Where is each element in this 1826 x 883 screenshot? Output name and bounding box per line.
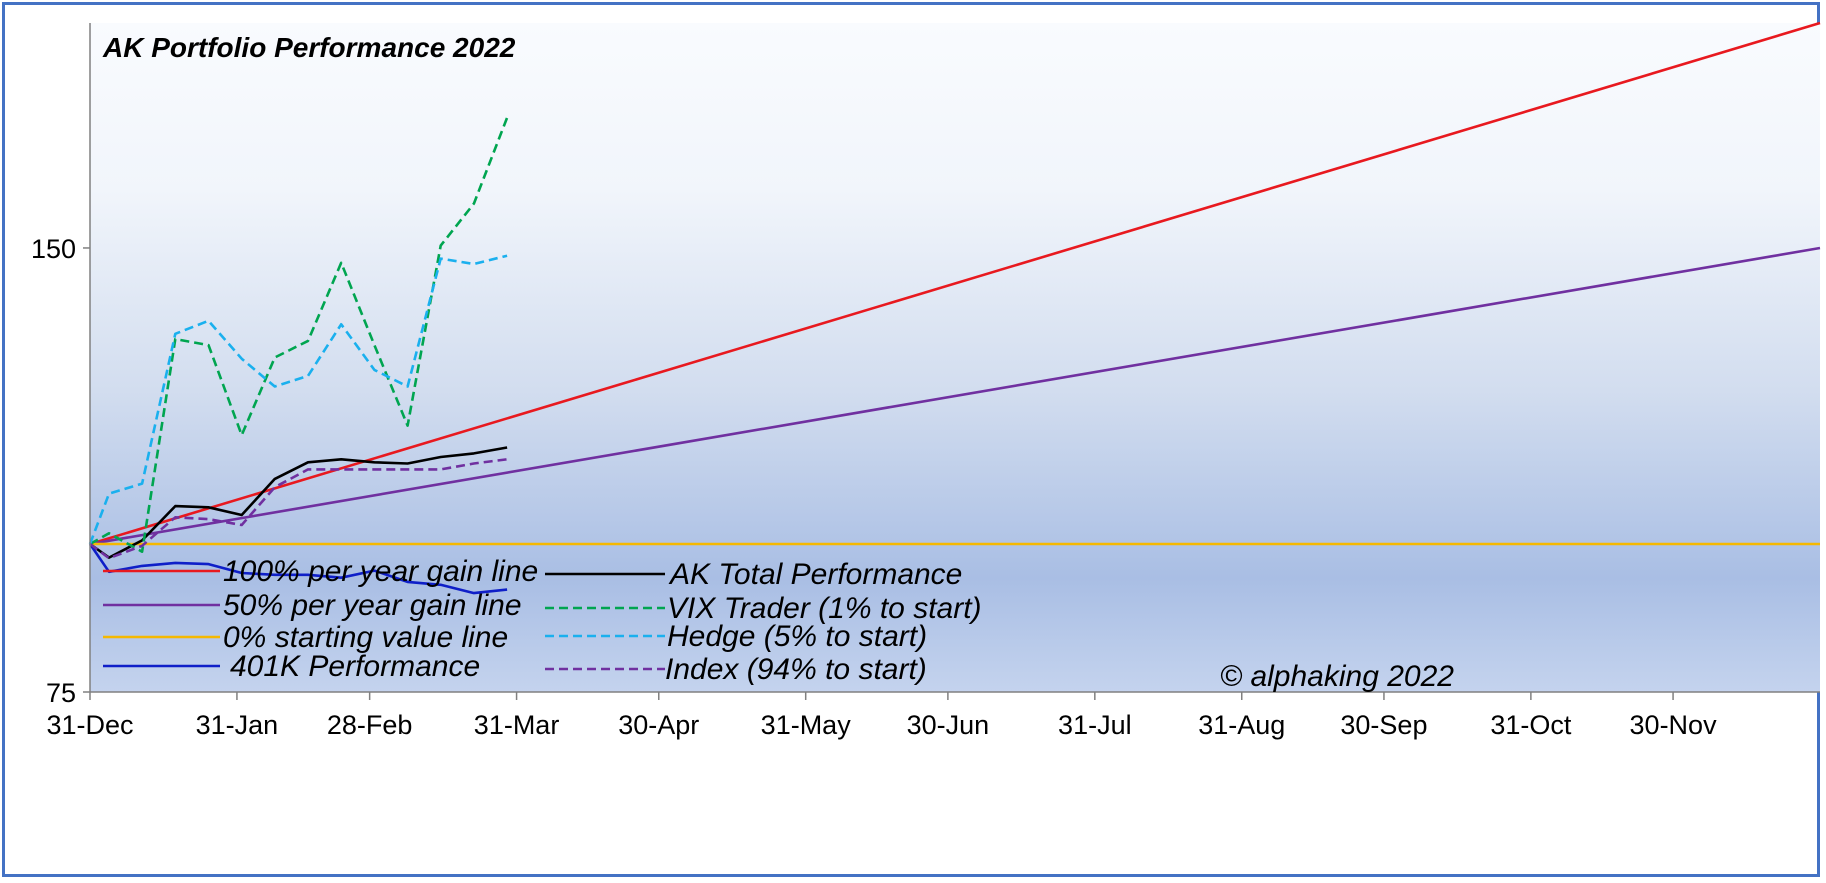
x-tick-label: 31-Jan	[196, 710, 279, 740]
chart-title: AK Portfolio Performance 2022	[102, 32, 516, 63]
axes-layer	[89, 23, 1820, 693]
x-tick-label: 30-Nov	[1630, 710, 1718, 740]
x-tick-label: 31-Oct	[1490, 710, 1572, 740]
tick-layer: 75 150 31-Dec 31-Jan 28-Feb 31-Mar 30-Apr 31-Ma…	[31, 234, 1717, 740]
series-line-index-94-to-start	[89, 458, 508, 560]
legend-label-0-starting-value-line: 0% starting value line	[223, 621, 508, 654]
series-layer	[88, 21, 1821, 595]
x-tick-label: 31-Mar	[474, 710, 560, 740]
series-line-100-per-year-gain-line	[89, 21, 1821, 546]
series-line-ak-total-performance	[89, 446, 508, 559]
legend-label-vix-trader-1-to-start: VIX Trader (1% to start)	[667, 592, 982, 625]
x-tick-label: 31-May	[761, 710, 852, 740]
line-chart: 75 150 31-Dec 31-Jan 28-Feb 31-Mar 30-Apr 31-Ma…	[31, 21, 1821, 740]
x-tick-label: 30-Jun	[907, 710, 990, 740]
legend-label-401k-performance: 401K Performance	[230, 650, 480, 683]
x-tick-label: 31-Dec	[46, 710, 133, 740]
x-tick-label: 30-Sep	[1340, 710, 1427, 740]
series-line-50-per-year-gain-line	[89, 246, 1821, 546]
legend-label-hedge-5-to-start: Hedge (5% to start)	[667, 620, 927, 653]
legend-label-100-per-year-gain-line: 100% per year gain line	[223, 555, 538, 588]
plot-area	[90, 23, 1820, 692]
legend-label-50-per-year-gain-line: 50% per year gain line	[223, 589, 522, 622]
x-tick-label: 31-Aug	[1198, 710, 1285, 740]
series-line-hedge-5-to-start	[88, 254, 508, 545]
y-tick-label: 150	[31, 234, 76, 264]
x-tick-label: 28-Feb	[327, 710, 413, 740]
copyright-notice: © alphaking 2022	[1220, 660, 1454, 693]
series-line-401k-performance	[88, 543, 508, 595]
x-tick-label: 30-Apr	[618, 710, 699, 740]
legend-label-index-94-to-start: Index (94% to start)	[665, 653, 927, 686]
legend-label-ak-total-performance: AK Total Performance	[668, 558, 962, 591]
x-tick-label: 31-Jul	[1058, 710, 1132, 740]
y-tick-label: 75	[46, 678, 76, 708]
